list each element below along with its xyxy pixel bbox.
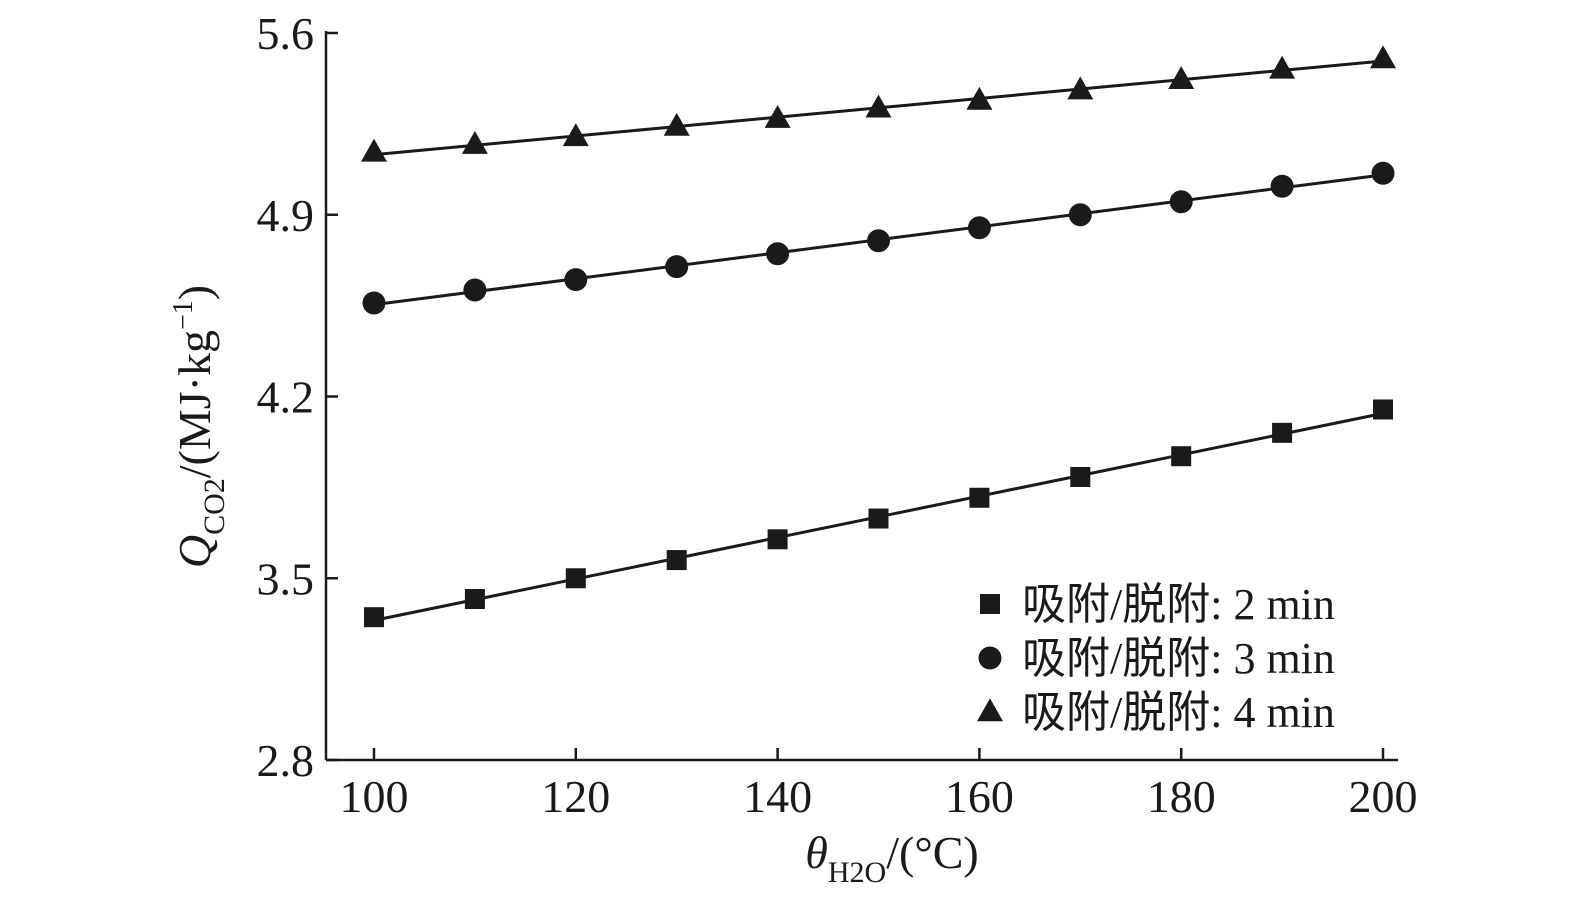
data-point	[868, 508, 889, 529]
y-axis-subscript: CO2	[198, 478, 231, 535]
data-point	[969, 487, 990, 508]
data-point	[1067, 76, 1094, 100]
legend-marker	[978, 646, 1002, 670]
legend-item: 吸附/脱附: 4 min	[977, 688, 1335, 737]
data-point	[1168, 66, 1195, 89]
data-point	[1371, 161, 1395, 185]
legend-label: 吸附/脱附: 2 min	[1022, 580, 1335, 629]
y-ticks: 2.8 3.5 4.2 4.9 5.6	[257, 8, 338, 786]
data-point	[562, 123, 589, 147]
x-tick-label: 200	[1349, 771, 1418, 822]
legend: 吸附/脱附: 2 min 吸附/脱附: 3 min 吸附/脱附: 4 min	[977, 580, 1335, 737]
data-point	[967, 216, 991, 240]
data-point	[361, 138, 387, 162]
data-point	[1370, 45, 1396, 69]
data-point	[663, 112, 690, 136]
data-point	[865, 94, 892, 118]
legend-label: 吸附/脱附: 3 min	[1022, 634, 1335, 683]
series-layer	[361, 45, 1396, 628]
series-3	[361, 45, 1396, 162]
x-tick-label: 140	[743, 771, 812, 822]
x-tick-label: 180	[1147, 771, 1216, 822]
y-axis-superscript: −1	[168, 300, 199, 330]
data-point	[966, 86, 993, 110]
data-point	[867, 229, 890, 253]
data-point	[1272, 422, 1293, 443]
data-point	[1373, 399, 1393, 420]
x-axis-symbol: θ	[805, 827, 828, 878]
data-point	[1169, 190, 1193, 214]
data-point	[1270, 174, 1294, 198]
data-point	[1070, 466, 1091, 487]
legend-marker	[977, 698, 1003, 722]
legend-marker	[980, 594, 1000, 614]
x-tick-label: 100	[340, 771, 409, 822]
data-point	[665, 255, 689, 279]
data-point	[666, 550, 687, 571]
data-point	[461, 131, 488, 154]
x-ticks: 100 120 140 160 180 200	[340, 748, 1418, 822]
y-axis-title: QCO2/(MJ·kg−1)	[168, 285, 231, 568]
data-point	[1269, 55, 1296, 79]
x-axis-subscript: H2O	[828, 856, 886, 889]
x-tick-label: 160	[945, 771, 1014, 822]
data-point	[564, 268, 588, 292]
y-axis-symbol: Q	[169, 535, 220, 568]
legend-item: 吸附/脱附: 2 min	[980, 580, 1335, 629]
data-point	[1068, 203, 1092, 227]
y-tick-label: 4.2	[257, 372, 315, 423]
x-axis-title: θH2O/(°C)	[805, 827, 978, 889]
y-tick-label: 2.8	[257, 735, 315, 786]
legend-item: 吸附/脱附: 3 min	[978, 634, 1335, 683]
series-1	[364, 399, 1393, 628]
data-point	[364, 607, 384, 628]
y-tick-label: 3.5	[257, 553, 315, 604]
data-point	[565, 568, 586, 589]
data-point	[767, 529, 788, 550]
series-2	[362, 161, 1395, 315]
data-point	[766, 242, 790, 266]
data-point	[464, 589, 485, 610]
data-point	[1171, 446, 1192, 467]
x-tick-label: 120	[541, 771, 610, 822]
x-axis-unit: /(°C)	[886, 827, 979, 878]
legend-label: 吸附/脱附: 4 min	[1022, 688, 1335, 737]
y-axis-unit: /(MJ·kg	[169, 330, 220, 478]
data-point	[463, 278, 487, 302]
y-tick-label: 5.6	[257, 8, 315, 59]
data-point	[362, 291, 386, 315]
data-point	[764, 105, 791, 128]
y-tick-label: 4.9	[257, 190, 315, 241]
y-axis-close: )	[169, 285, 220, 300]
